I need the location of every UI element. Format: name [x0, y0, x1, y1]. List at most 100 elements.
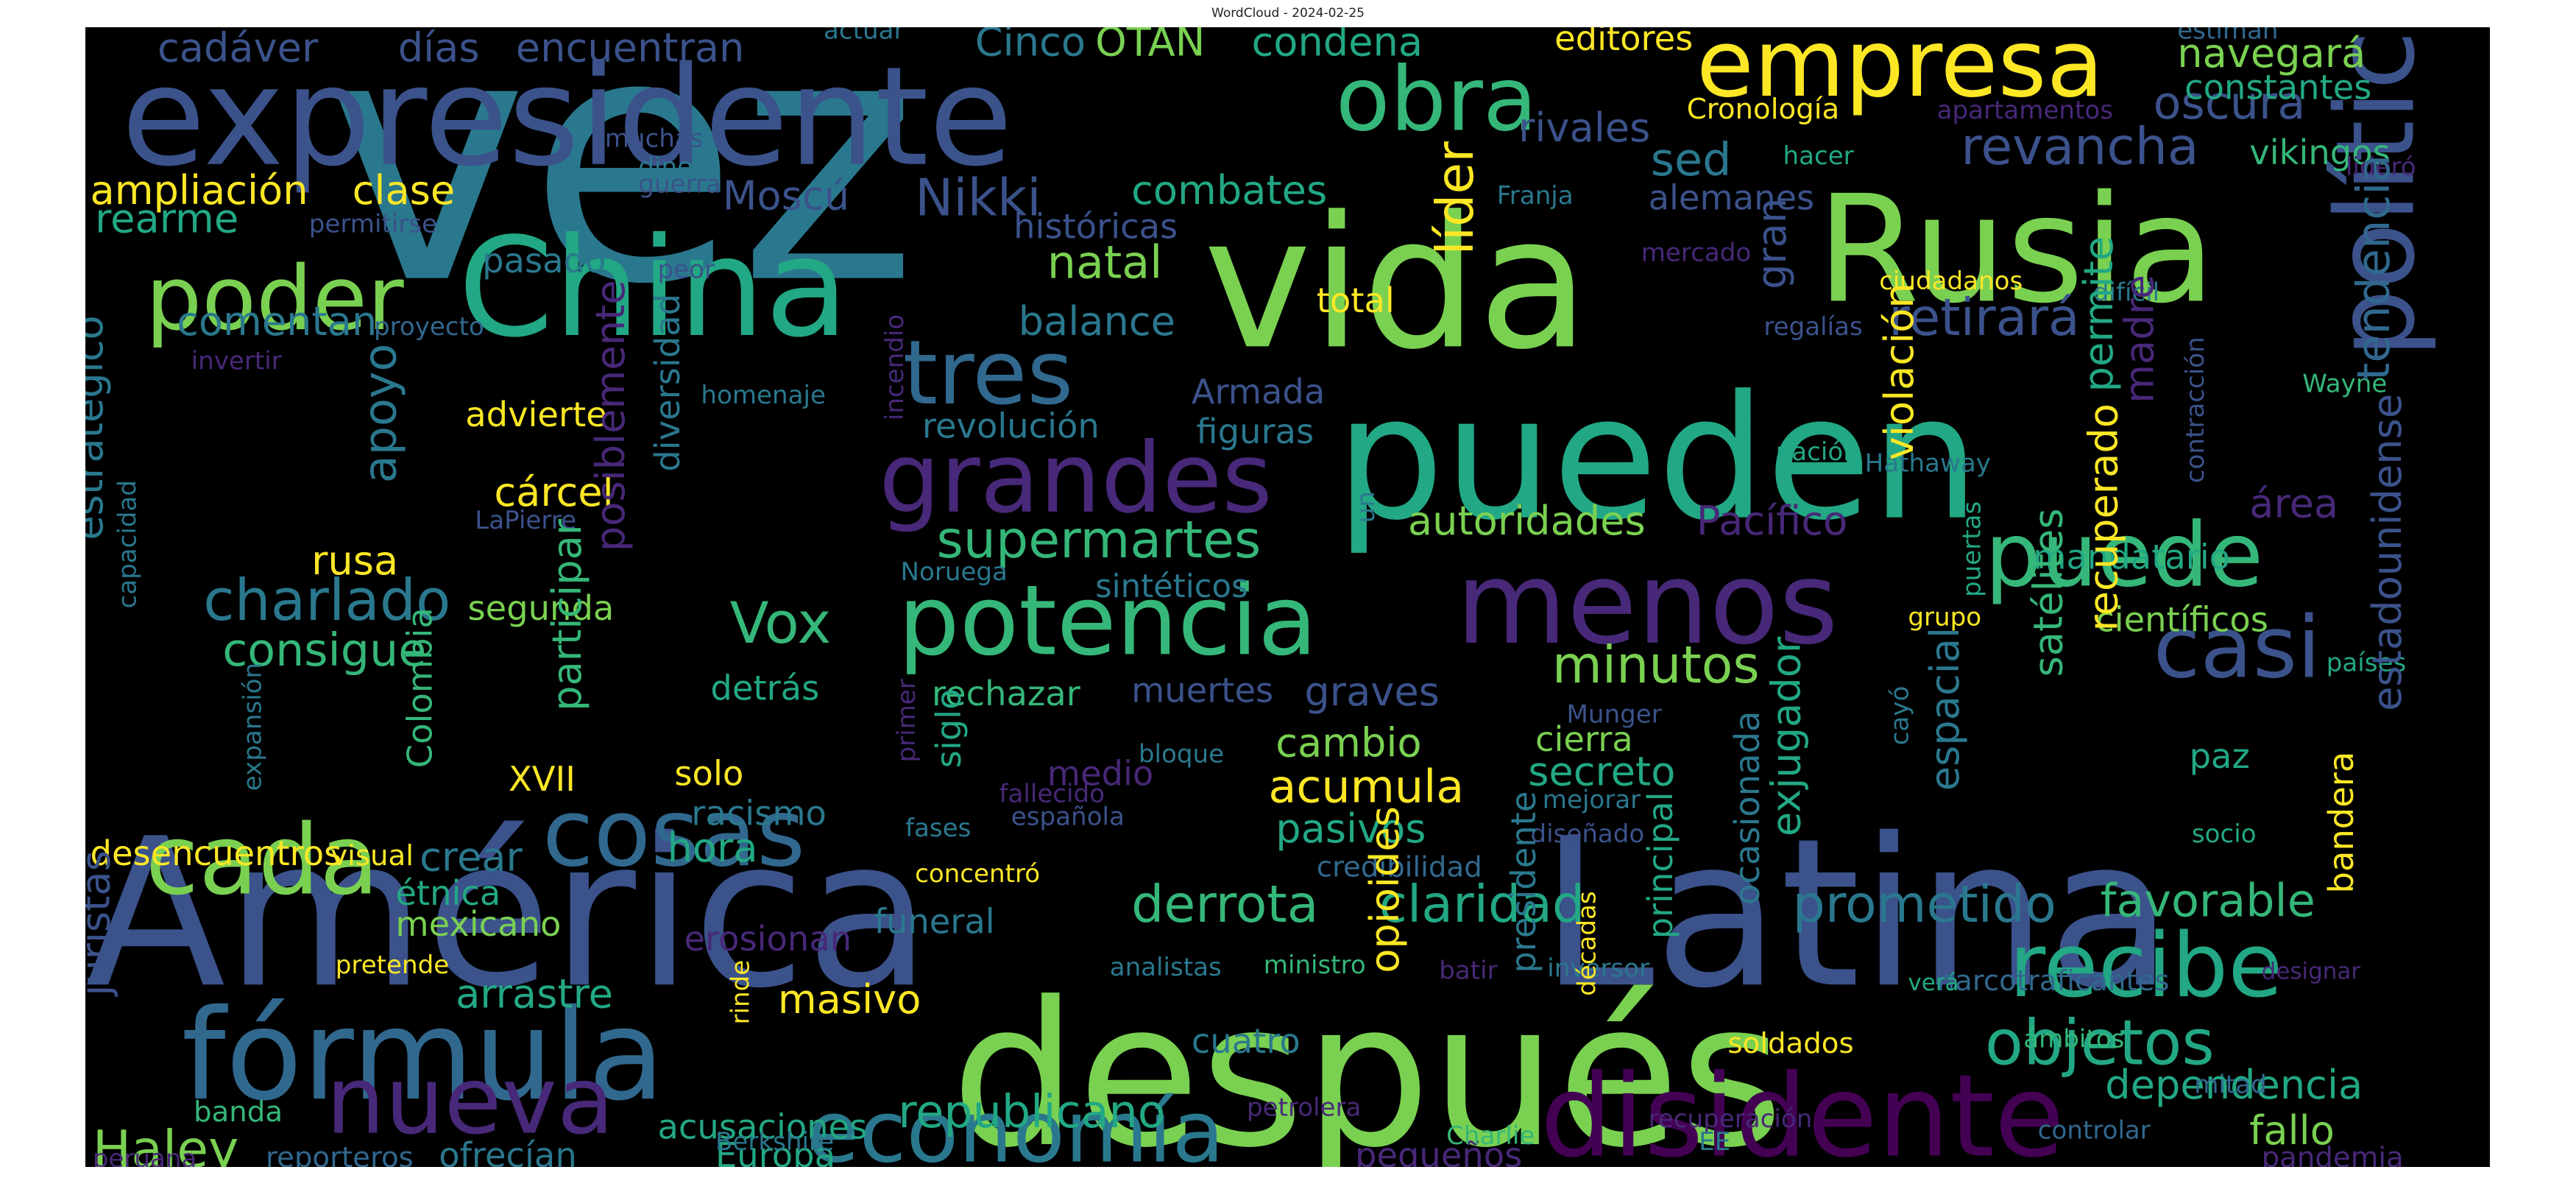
- word-71: pequeños: [1355, 1135, 1522, 1167]
- word-55: prometido: [1793, 875, 2056, 934]
- word-13: empresa: [1696, 27, 2104, 118]
- word-40: minutos: [1552, 635, 1760, 695]
- word-92: española: [1011, 803, 1125, 832]
- word-160: desencuentros: [91, 833, 342, 873]
- word-58: arrastre: [456, 970, 613, 1017]
- word-194: cayó: [1885, 686, 1914, 746]
- word-132: Cinco: [975, 27, 1086, 66]
- word-36: figuras: [1196, 412, 1314, 451]
- word-29: combates: [1131, 167, 1327, 214]
- word-180: un: [1351, 491, 1381, 523]
- word-106: Hathaway: [1865, 449, 1991, 479]
- word-177: primer: [892, 678, 921, 762]
- word-67: reporteros: [266, 1141, 414, 1167]
- word-135: encuentran: [516, 27, 745, 71]
- word-121: editores: [1554, 27, 1693, 58]
- word-173: participar: [544, 518, 590, 711]
- word-33: supermartes: [937, 510, 1262, 570]
- word-51: pasivos: [1275, 805, 1426, 852]
- word-6: expresidente: [121, 38, 1013, 197]
- word-105: área: [2249, 481, 2338, 527]
- word-54: claridad: [1379, 875, 1585, 934]
- word-159: XVII: [509, 759, 576, 799]
- word-50: hora: [668, 825, 758, 871]
- word-128: mercado: [1641, 238, 1752, 267]
- word-169: estratégico: [85, 315, 112, 540]
- word-176: incendio: [880, 314, 910, 420]
- word-25: casi: [2154, 598, 2321, 697]
- word-32: revolución: [922, 406, 1100, 445]
- word-157: segunda: [468, 588, 615, 628]
- word-110: ciudadanos: [1879, 267, 2023, 296]
- word-175: diversidad: [648, 294, 687, 472]
- word-17: grandes: [879, 423, 1273, 535]
- word-28: Moscú: [723, 173, 849, 219]
- word-96: secreto: [1528, 748, 1675, 794]
- word-109: regalías: [1763, 312, 1862, 342]
- word-12: política: [2313, 27, 2439, 358]
- word-195: puertas: [1957, 501, 1986, 597]
- word-150: homenaje: [701, 381, 826, 410]
- word-88: batir: [1439, 956, 1498, 986]
- word-83: designar: [2262, 959, 2361, 985]
- word-196: espacial: [1922, 627, 1968, 791]
- word-62: republicano: [898, 1085, 1165, 1138]
- word-168: capacidad: [113, 480, 143, 608]
- word-131: OTAN: [1095, 27, 1205, 66]
- word-73: fallo: [2249, 1107, 2335, 1154]
- word-126: lideró: [2346, 152, 2416, 182]
- word-120: Cronología: [1687, 93, 1839, 126]
- word-11: disidente: [1540, 1050, 2064, 1168]
- word-43: muertes: [1131, 670, 1273, 710]
- word-193: principal: [1641, 791, 1680, 939]
- word-117: navegará: [2177, 30, 2366, 77]
- word-10: fórmula: [182, 983, 665, 1129]
- word-72: dependencia: [2105, 1062, 2363, 1108]
- word-185: madre: [2117, 275, 2163, 403]
- word-9: menos: [1456, 537, 1839, 670]
- word-162: crear: [420, 834, 523, 881]
- word-42: rechazar: [932, 674, 1081, 713]
- word-152: LaPierre: [475, 506, 576, 535]
- word-57: funeral: [874, 902, 995, 942]
- word-138: dinero: [638, 152, 718, 182]
- word-154: rusa: [311, 537, 398, 584]
- word-56: favorable: [2101, 874, 2315, 927]
- word-20: obra: [1336, 48, 1538, 151]
- word-48: solo: [674, 753, 743, 793]
- word-24: tres: [903, 322, 1073, 425]
- word-23: recibe: [2009, 914, 2283, 1017]
- word-197: satélites: [2025, 508, 2072, 677]
- word-188: exjugador: [1763, 636, 1809, 836]
- word-34: sintéticos: [1095, 568, 1248, 605]
- word-136: cadáver: [158, 27, 319, 71]
- word-114: oscura: [2154, 77, 2306, 130]
- word-146: comentan: [177, 298, 377, 345]
- word-133: actuar: [824, 27, 905, 46]
- word-163: étnica: [395, 873, 500, 913]
- word-130: condena: [1252, 27, 1423, 66]
- word-91: fallecido: [999, 780, 1105, 809]
- word-75: controlar: [2038, 1115, 2151, 1145]
- word-115: vikingos: [2249, 133, 2391, 172]
- word-16: potencia: [898, 565, 1317, 677]
- word-46: acumula: [1268, 761, 1464, 814]
- word-145: pasado: [482, 241, 606, 281]
- word-89: concentró: [915, 859, 1040, 889]
- word-142: rearme: [95, 196, 238, 242]
- word-174: posiblemente: [587, 280, 634, 551]
- word-190: opioides: [1362, 806, 1408, 973]
- word-129: total: [1317, 281, 1395, 320]
- word-39: Vox: [730, 590, 832, 657]
- word-179: rinde: [726, 960, 756, 1025]
- word-3: después: [951, 959, 1783, 1167]
- word-104: mandatario: [2033, 537, 2230, 576]
- word-74: pandemia: [2262, 1141, 2404, 1167]
- word-66: banda: [194, 1096, 283, 1129]
- word-8: China: [458, 208, 849, 367]
- word-153: cárcel: [494, 469, 613, 515]
- word-78: Charlie: [1446, 1121, 1535, 1151]
- word-156: consigue: [222, 624, 426, 677]
- word-5: vida: [1203, 177, 1589, 389]
